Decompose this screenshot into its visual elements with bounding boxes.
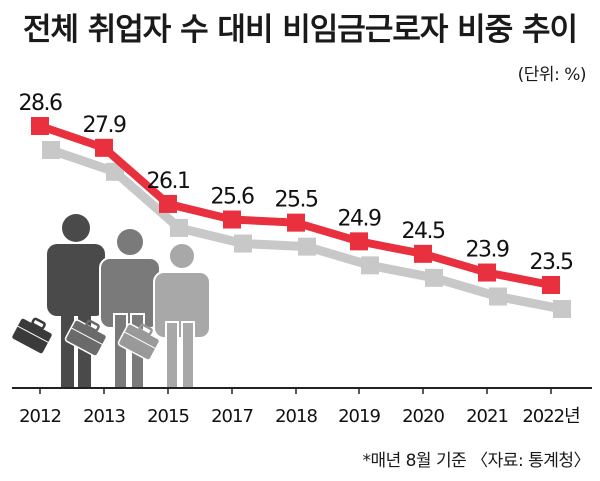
workers-illustration: [10, 214, 211, 389]
marker-shadow: [361, 256, 379, 275]
x-tick-label: 2022년: [522, 406, 579, 427]
person-silhouette-icon: [153, 242, 211, 389]
value-label: 25.5: [275, 188, 318, 213]
data-point-2021: [478, 263, 496, 282]
person-silhouette-icon: [47, 214, 105, 388]
data-point-2015: [159, 194, 177, 213]
value-label: 23.9: [466, 238, 509, 263]
value-label: 28.6: [19, 91, 62, 116]
x-tick-label: 2021: [466, 406, 508, 427]
briefcase-icon: [10, 317, 54, 355]
marker-shadow: [425, 268, 443, 287]
briefcase-icon: [117, 323, 161, 361]
marker-shadow: [42, 141, 60, 159]
x-tick-label: 2013: [83, 406, 125, 427]
source-footnote: *매년 8월 기준 〈자료: 통계청〉: [362, 451, 590, 471]
value-label: 23.5: [530, 250, 573, 275]
data-point-2020: [414, 244, 432, 263]
person-silhouette-icon: [99, 227, 161, 389]
x-tick-label: 2020: [402, 406, 444, 427]
value-label: 24.9: [338, 206, 381, 231]
data-labels: 28.6 27.9 26.1 25.6 25.5 24.9 24.5 23.9 23.5: [19, 91, 575, 275]
line-shadow: [42, 141, 571, 318]
chart-title: 전체 취업자 수 대비 비임금근로자 비중 추이: [22, 12, 578, 48]
marker-shadow: [489, 287, 507, 306]
data-point-2022: [542, 276, 560, 294]
x-tick-labels: 2012 2013 2015 2017 2018 2019 2020 2021 2022년: [19, 406, 581, 427]
value-label: 26.1: [147, 169, 190, 194]
data-point-2017: [223, 210, 241, 229]
x-tick-label: 2015: [147, 406, 189, 427]
x-tick-label: 2012: [19, 406, 61, 427]
marker-shadow: [170, 218, 188, 237]
value-label: 27.9: [83, 113, 126, 138]
marker-shadow: [106, 162, 124, 181]
data-point-2019: [350, 232, 368, 251]
briefcase-icon: [64, 319, 108, 357]
data-point-2018: [287, 213, 305, 232]
marker-shadow: [298, 237, 316, 256]
value-label: 24.5: [402, 219, 445, 244]
data-point-2013: [95, 138, 113, 157]
x-tick-label: 2019: [338, 406, 380, 427]
marker-shadow: [553, 300, 571, 318]
x-tick-label: 2017: [211, 406, 253, 427]
value-label: 25.6: [211, 185, 254, 210]
unit-label: (단위: %): [517, 65, 587, 85]
data-point-2012: [31, 117, 49, 135]
x-tick-label: 2018: [275, 406, 317, 427]
marker-shadow: [234, 234, 252, 253]
data-series: [31, 117, 560, 294]
